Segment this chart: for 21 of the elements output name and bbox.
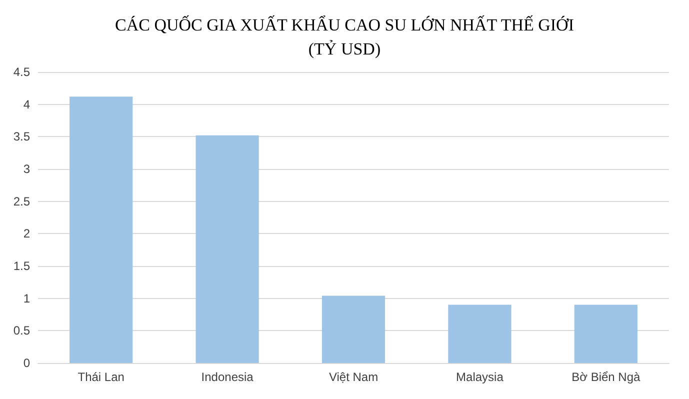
bar [448,304,512,363]
y-tick-label: 4 [23,97,30,112]
y-tick-label: 0.5 [13,324,30,338]
bar [574,304,638,363]
y-tick-label: 1 [23,291,30,306]
bar [322,296,386,363]
x-tick-label: Indonesia [201,370,254,384]
x-tick-label: Bờ Biển Ngà [572,370,641,384]
y-tick-label: 2 [23,226,30,241]
y-tick-label: 4.5 [13,65,30,79]
y-tick-label: 0 [23,356,30,370]
y-tick-label: 2.5 [13,194,30,208]
x-tick-label: Việt Nam [328,370,378,384]
bar [196,135,259,363]
chart-title: CÁC QUỐC GIA XUẤT KHẨU CAO SU LỚN NHẤT THẾ GIỚI (TỶ USD) [115,14,574,58]
bar [70,96,133,363]
x-tick-label: Thái Lan [78,370,124,384]
y-tick-label: 1.5 [13,259,30,273]
x-tick-label: Malaysia [456,370,504,384]
y-tick-label: 3 [23,162,30,176]
y-tick-label: 3.5 [13,130,30,144]
